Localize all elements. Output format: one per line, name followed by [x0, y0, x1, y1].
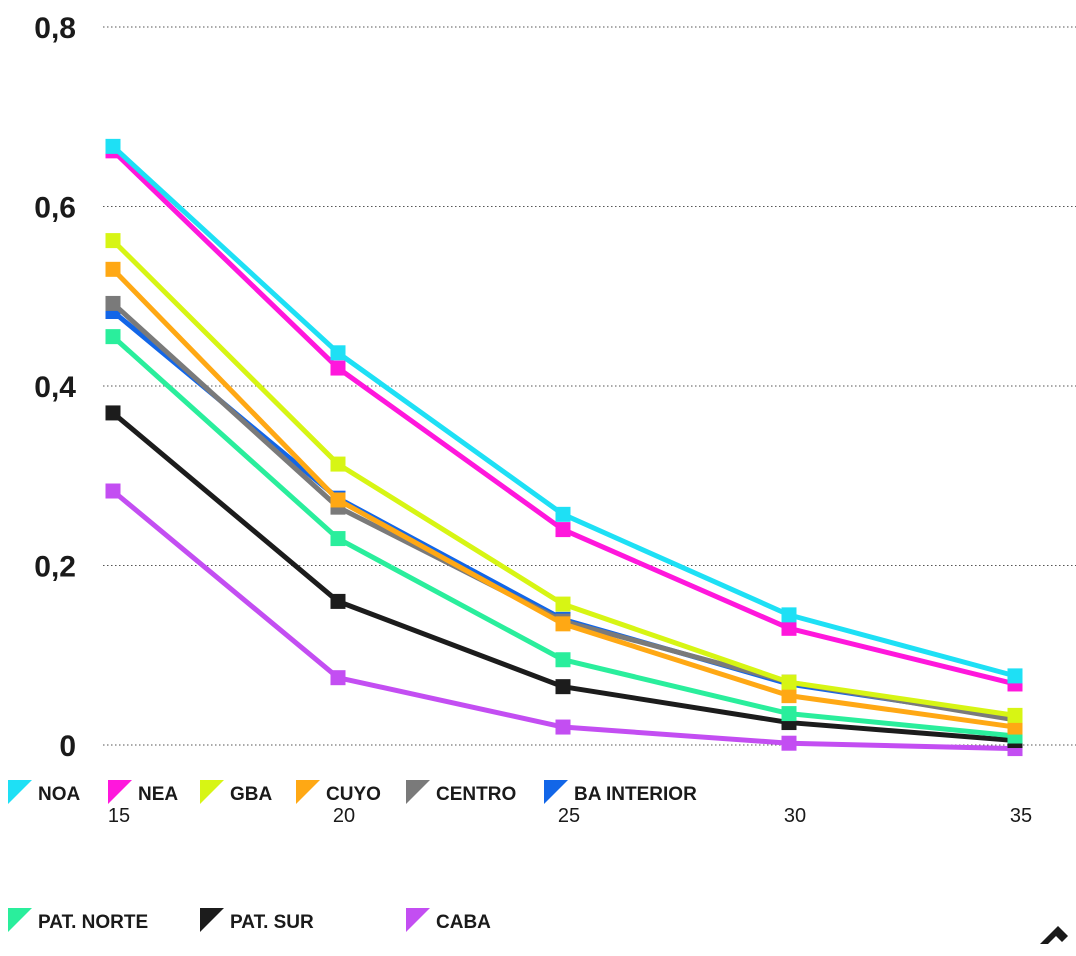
legend-item: CENTRO: [406, 780, 516, 805]
data-point: [105, 261, 121, 277]
legend-item: CUYO: [296, 780, 381, 805]
legend-item: PAT. SUR: [200, 908, 314, 933]
data-point: [781, 706, 797, 722]
legend-label: GBA: [230, 784, 273, 805]
data-point: [105, 233, 121, 249]
corner-mark: [1040, 926, 1068, 944]
legend-label: NEA: [138, 784, 178, 805]
legend-item: NOA: [8, 780, 81, 805]
y-tick-label: 0,8: [34, 12, 76, 45]
data-point: [330, 593, 346, 609]
legend-label: CABA: [436, 912, 491, 933]
series-nea: [105, 143, 1023, 692]
data-point: [1007, 707, 1023, 723]
data-point: [1007, 668, 1023, 684]
data-point: [105, 329, 121, 345]
legend-item: CABA: [406, 908, 491, 933]
legend-swatch: [406, 780, 430, 804]
data-point: [105, 405, 121, 421]
data-point: [555, 522, 571, 538]
legend-label: PAT. NORTE: [38, 912, 148, 933]
data-point: [555, 719, 571, 735]
data-point: [105, 295, 121, 311]
y-axis-ticks: 0 0,2 0,4 0,6 0,8: [34, 12, 76, 763]
data-point: [330, 492, 346, 508]
series-cuyo: [105, 261, 1023, 735]
data-point: [781, 735, 797, 751]
data-point: [555, 652, 571, 668]
data-point: [781, 620, 797, 636]
legend-swatch: [296, 780, 320, 804]
data-point: [330, 456, 346, 472]
data-point: [555, 506, 571, 522]
legend-label: CUYO: [326, 784, 381, 805]
data-point: [105, 483, 121, 499]
data-point: [555, 616, 571, 632]
y-tick-label: 0: [59, 730, 76, 763]
series-noa: [105, 138, 1023, 684]
data-point: [330, 345, 346, 361]
series-pat-norte: [105, 329, 1023, 744]
legend-swatch: [200, 908, 224, 932]
y-tick-label: 0,2: [34, 551, 76, 584]
legend-swatch: [8, 780, 32, 804]
legend-swatch: [406, 908, 430, 932]
x-tick-label: 30: [784, 805, 806, 827]
series-line: [111, 238, 1016, 718]
legend-swatch: [544, 780, 568, 804]
gridlines: [103, 26, 1076, 746]
legend-label: CENTRO: [436, 784, 516, 805]
legend-label: NOA: [38, 784, 81, 805]
legend-label: BA INTERIOR: [574, 784, 697, 805]
legend: NOA NEA GBA CUYO CENTRO BA INTERIOR PAT. NORTE…: [8, 780, 697, 933]
data-point: [1007, 719, 1023, 735]
x-tick-label: 35: [1010, 805, 1032, 827]
y-tick-label: 0,4: [34, 371, 76, 404]
x-tick-label: 15: [108, 805, 130, 827]
legend-item: BA INTERIOR: [544, 780, 697, 805]
data-point: [781, 607, 797, 623]
series-gba: [105, 233, 1023, 723]
legend-item: PAT. NORTE: [8, 908, 148, 933]
data-point: [330, 531, 346, 547]
data-point: [105, 138, 121, 154]
data-point: [330, 670, 346, 686]
data-point: [555, 596, 571, 612]
data-point: [781, 688, 797, 704]
legend-swatch: [8, 908, 32, 932]
legend-swatch: [108, 780, 132, 804]
x-tick-label: 20: [333, 805, 355, 827]
legend-item: GBA: [200, 780, 273, 805]
series-lines: [105, 138, 1023, 757]
legend-label: PAT. SUR: [230, 912, 314, 933]
data-point: [330, 360, 346, 376]
x-axis-ticks: 15 20 25 30 35: [108, 805, 1032, 827]
data-point: [781, 674, 797, 690]
legend-swatch: [200, 780, 224, 804]
data-point: [555, 679, 571, 695]
x-tick-label: 25: [558, 805, 580, 827]
y-tick-label: 0,6: [34, 192, 76, 225]
legend-item: NEA: [108, 780, 178, 805]
